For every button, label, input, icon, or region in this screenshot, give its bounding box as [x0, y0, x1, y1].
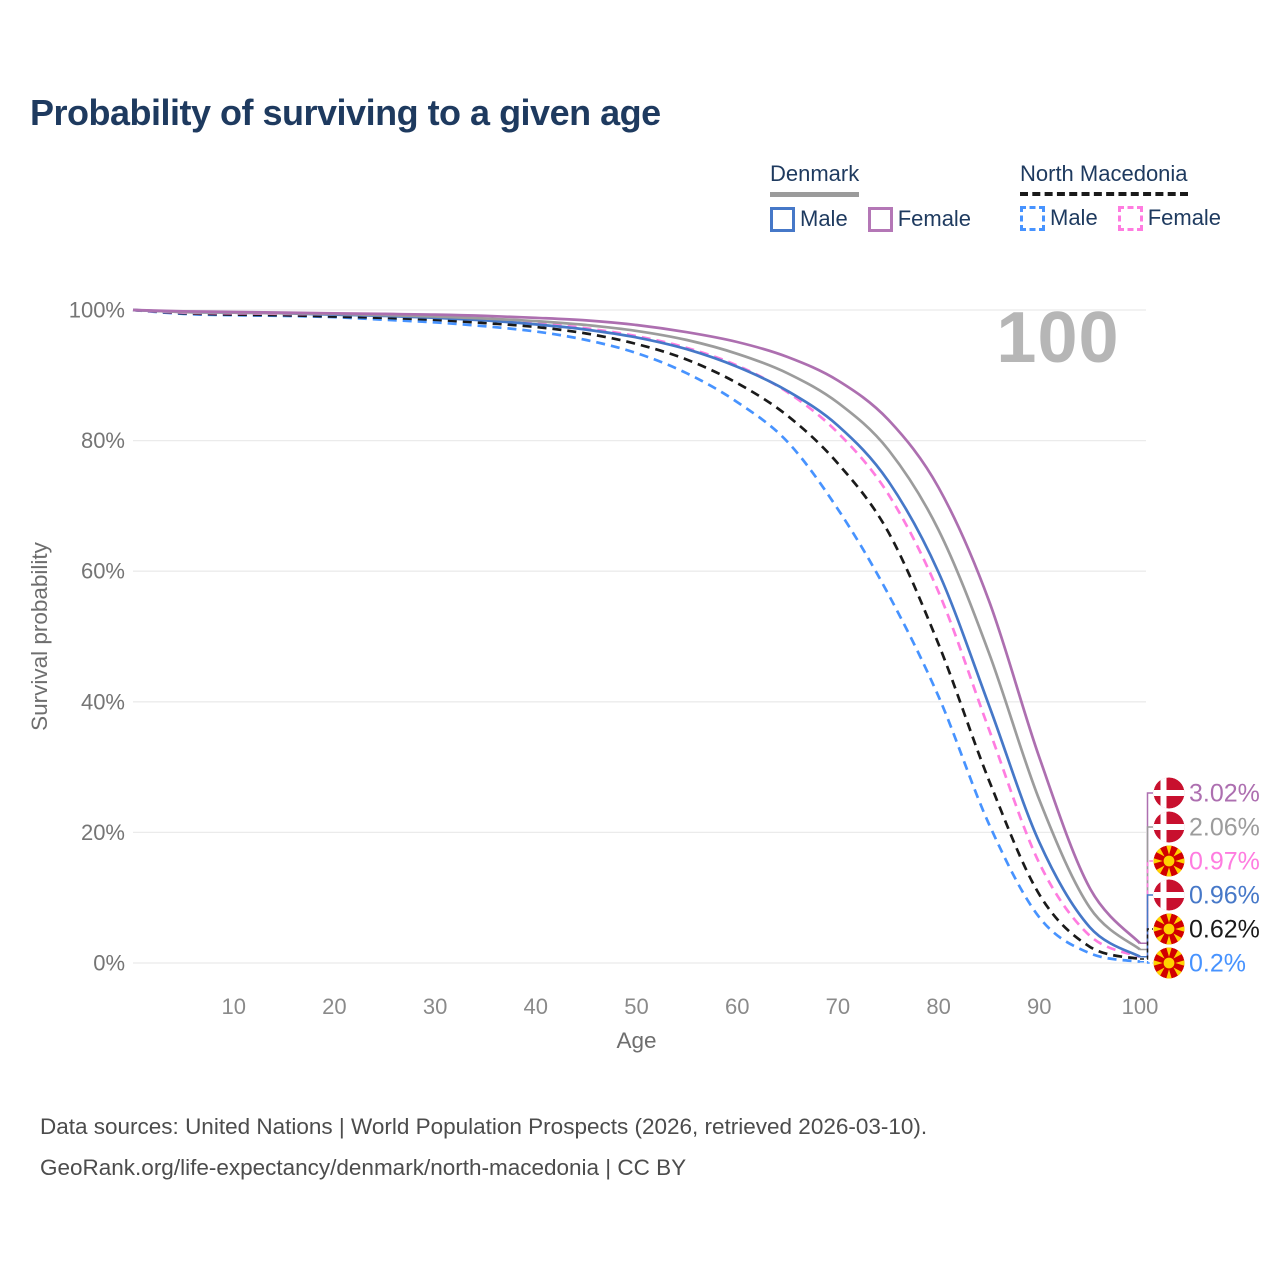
- x-tick-label: 50: [624, 994, 648, 1019]
- legend-item-label: Female: [1147, 205, 1222, 230]
- legend-item-denmark-female[interactable]: Female: [867, 206, 972, 232]
- x-tick-label: 20: [322, 994, 346, 1019]
- y-tick-label: 20%: [81, 820, 125, 845]
- legend-item-label: Male: [1050, 205, 1098, 230]
- attribution-line: GeoRank.org/life-expectancy/denmark/nort…: [40, 1155, 687, 1180]
- end-value-label-north-macedonia-female: 0.97%: [1189, 848, 1260, 876]
- x-tick-label: 70: [826, 994, 850, 1019]
- leader-line-north-macedonia-both-sexes: [1140, 928, 1153, 960]
- x-tick-label: 60: [725, 994, 749, 1019]
- curve-north-macedonia-female: [132, 308, 1141, 958]
- end-value-label-north-macedonia-male: 0.2%: [1189, 950, 1246, 978]
- north-macedonia-male-swatch-icon: [1020, 205, 1045, 231]
- y-tick-label: 40%: [81, 689, 125, 714]
- legend-items-denmark: Male Female: [770, 206, 971, 232]
- denmark-flag-icon: [1153, 811, 1185, 843]
- denmark-female-swatch-icon: [867, 206, 893, 232]
- legend-item-label: Female: [897, 206, 972, 231]
- y-tick-label: 80%: [81, 428, 125, 453]
- legend-group-title-denmark: Denmark: [770, 161, 860, 197]
- data-sources-line: Data sources: United Nations | World Pop…: [40, 1114, 928, 1139]
- y-tick-label: 100%: [69, 298, 125, 323]
- x-tick-label: 80: [926, 994, 950, 1019]
- x-tick-label: 90: [1027, 994, 1051, 1019]
- curve-north-macedonia-male: [132, 308, 1141, 964]
- north-macedonia-flag-icon: [1153, 845, 1185, 877]
- x-tick-label: 100: [1122, 994, 1159, 1019]
- page-title: Probability of surviving to a given age: [30, 92, 661, 133]
- age-counter-watermark: 100: [996, 298, 1120, 378]
- legend-item-north-macedonia-male[interactable]: Male: [1020, 205, 1098, 231]
- curve-denmark-female: [132, 308, 1141, 945]
- denmark-male-swatch-icon: [770, 206, 795, 232]
- legend-item-denmark-male[interactable]: Male: [770, 206, 848, 232]
- y-tick-label: 60%: [81, 559, 125, 584]
- footer: Data sources: United Nations | World Pop…: [40, 1106, 927, 1188]
- curve-north-macedonia-both-sexes: [132, 308, 1141, 961]
- legend-items-north-macedonia: Male Female: [1020, 205, 1221, 231]
- north-macedonia-flag-icon: [1153, 913, 1185, 945]
- end-value-label-north-macedonia-both-sexes: 0.62%: [1189, 916, 1260, 944]
- legend-item-north-macedonia-female[interactable]: Female: [1117, 205, 1222, 231]
- leader-line-denmark-male: [1140, 894, 1153, 958]
- leader-line-north-macedonia-male: [1140, 960, 1153, 964]
- legend-group-denmark: Denmark Male Female: [770, 161, 971, 232]
- y-axis-title: Survival probability: [27, 541, 52, 731]
- legend-item-label: Male: [800, 206, 848, 231]
- x-tick-label: 30: [423, 994, 447, 1019]
- end-value-label-denmark-both-sexes: 2.06%: [1189, 814, 1260, 842]
- leader-line-denmark-both-sexes: [1140, 826, 1153, 951]
- leader-line-denmark-female: [1140, 792, 1153, 945]
- legend-group-north-macedonia: North Macedonia Male Female: [1020, 161, 1221, 231]
- x-tick-label: 10: [221, 994, 245, 1019]
- end-value-label-denmark-male: 0.96%: [1189, 882, 1260, 910]
- north-macedonia-flag-icon: [1153, 947, 1185, 979]
- end-value-label-denmark-female: 3.02%: [1189, 780, 1260, 808]
- y-tick-label: 0%: [93, 951, 125, 976]
- x-tick-label: 40: [524, 994, 548, 1019]
- denmark-flag-icon: [1153, 879, 1185, 911]
- north-macedonia-female-swatch-icon: [1117, 205, 1143, 231]
- leader-line-north-macedonia-female: [1140, 860, 1153, 958]
- x-axis-title: Age: [616, 1028, 656, 1053]
- curve-denmark-both-sexes: [132, 308, 1141, 951]
- denmark-flag-icon: [1153, 777, 1185, 809]
- legend-group-title-north-macedonia: North Macedonia: [1020, 161, 1188, 196]
- curve-denmark-male: [132, 308, 1141, 958]
